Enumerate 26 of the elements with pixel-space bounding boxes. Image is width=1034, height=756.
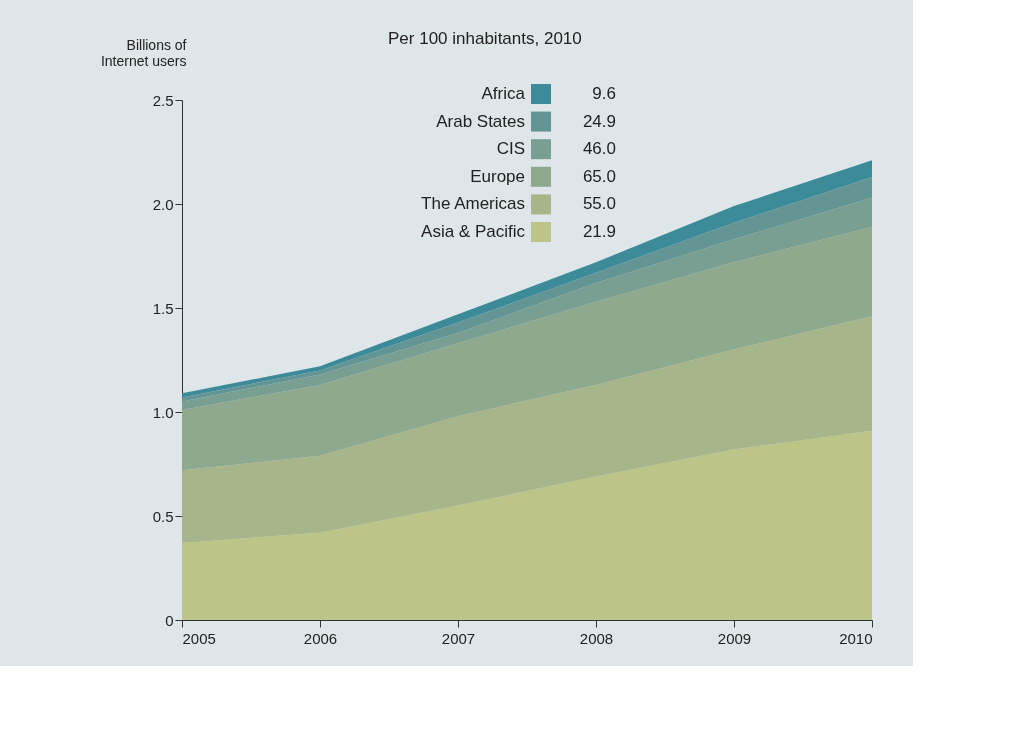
x-tick-label: 2007 xyxy=(441,629,476,647)
legend-label: Europe xyxy=(470,166,525,186)
legend-title: Per 100 inhabitants, 2010 xyxy=(388,29,582,48)
x-tick-label: 2005 xyxy=(182,629,216,647)
x-tick-label: 2008 xyxy=(579,629,614,647)
legend-label: Asia & Pacific xyxy=(421,222,526,241)
annotation: 65.0 xyxy=(582,166,616,186)
x-tick-label: 2010 xyxy=(839,629,873,647)
y-tick-label: 0 xyxy=(165,611,174,629)
x-tick-label: 2009 xyxy=(717,629,752,647)
y-tick-label: 1.0 xyxy=(152,403,174,421)
annotation: 24.9 xyxy=(582,111,616,131)
x-tick-label: 2006 xyxy=(303,629,338,647)
annotation: 9.6 xyxy=(592,84,616,103)
y-tick-label: 0.5 xyxy=(152,507,174,525)
annotation: 46.0 xyxy=(582,139,616,159)
annotation: 21.9 xyxy=(582,222,616,241)
y-axis-title: Billions of Internet users xyxy=(100,36,187,69)
legend-label: Africa xyxy=(481,84,526,103)
y-tick-label: 2.5 xyxy=(152,91,174,109)
legend-label: The Americas xyxy=(421,194,525,214)
legend-label: Arab States xyxy=(436,111,525,131)
legend-label: CIS xyxy=(496,139,525,159)
annotation: 55.0 xyxy=(582,194,616,214)
y-tick-label: 2.0 xyxy=(152,195,174,213)
y-tick-label: 1.5 xyxy=(152,299,174,317)
